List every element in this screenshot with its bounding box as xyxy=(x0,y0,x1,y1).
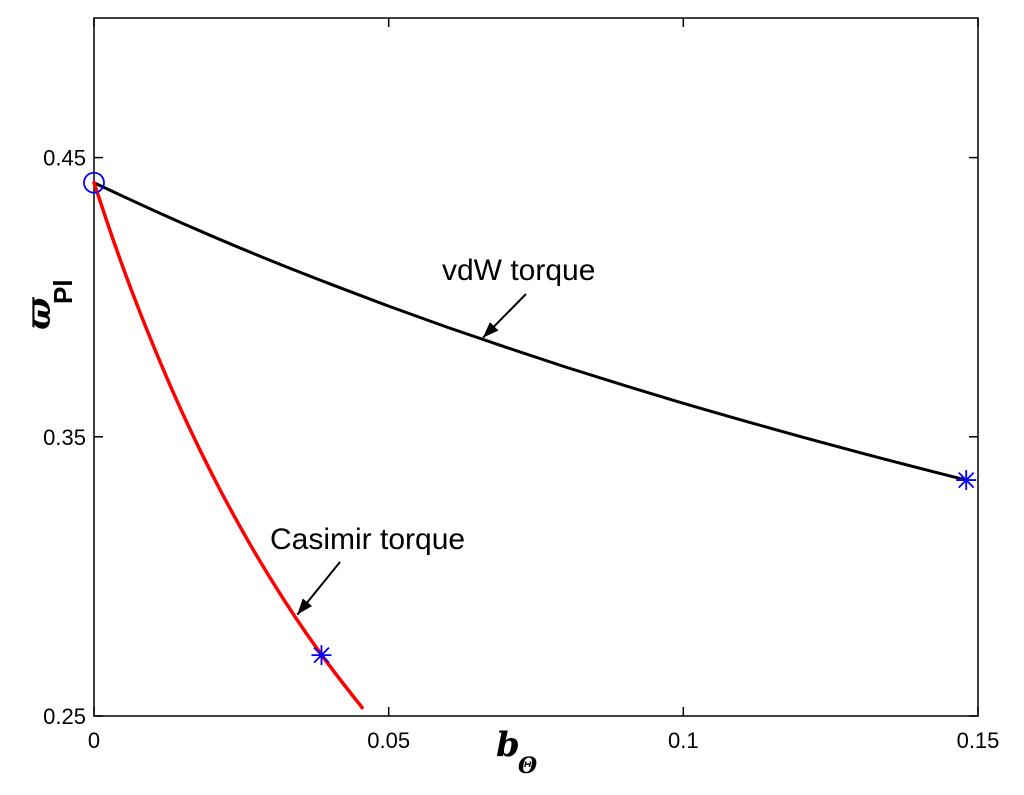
annotation-text-casimir: Casimir torque xyxy=(270,523,465,556)
x-axis-label: b Θ xyxy=(496,725,537,779)
marker-origin-circle xyxy=(83,171,105,194)
x-tick-label: 0.1 xyxy=(668,728,699,753)
annotation-vdw: vdW torque xyxy=(442,254,595,339)
annotation-layer: vdW torque Casimir torque xyxy=(270,254,595,616)
marker-layer xyxy=(83,171,977,666)
axis-ticks xyxy=(93,18,979,717)
plot-area: vdW torque Casimir torque xyxy=(83,17,979,717)
x-axis-label-main: b xyxy=(496,725,520,765)
x-axis-label-subscript: Θ xyxy=(518,753,537,779)
annotation-arrowhead-vdw xyxy=(482,322,499,338)
x-tick-label: 0 xyxy=(88,728,100,753)
y-tick-label: 0.25 xyxy=(43,704,86,729)
tick-labels: 0 0.05 0.1 0.15 0.25 0.35 0.45 xyxy=(43,146,999,753)
x-tick-label: 0.05 xyxy=(367,728,410,753)
y-tick-label: 0.45 xyxy=(43,146,86,171)
y-axis-label-subscript: Pl xyxy=(48,279,78,304)
y-tick-label: 0.35 xyxy=(43,425,86,450)
annotation-casimir: Casimir torque xyxy=(270,523,465,616)
series-layer xyxy=(92,180,968,710)
annotation-arrowhead-casimir xyxy=(297,598,313,615)
y-axis-label-main: ϖ xyxy=(19,296,59,330)
series-line-vdw xyxy=(92,181,968,482)
y-axis-label: ϖ Pl xyxy=(19,279,78,330)
marker-casimir-star xyxy=(311,645,332,666)
annotation-text-vdw: vdW torque xyxy=(442,254,595,287)
plot-frame xyxy=(93,17,979,717)
marker-vdw-end-star xyxy=(956,470,977,491)
series-line-casimir xyxy=(92,180,364,710)
x-tick-label: 0.15 xyxy=(957,728,1000,753)
